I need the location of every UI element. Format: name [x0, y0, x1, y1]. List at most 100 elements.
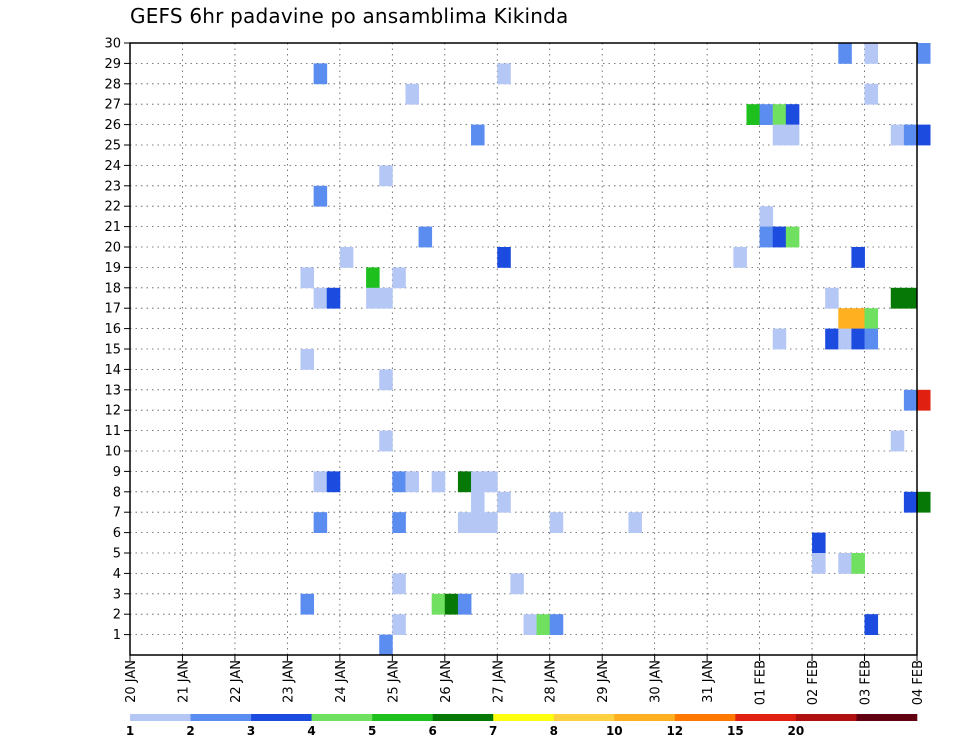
heatmap-cell [864, 308, 879, 329]
heatmap-cell [733, 247, 747, 268]
heatmap-cell [471, 491, 485, 513]
heatmap-cell [392, 267, 406, 289]
heatmap-cell [890, 287, 905, 309]
x-tick-label: 02 FEB [806, 660, 821, 705]
y-tick-label: 22 [104, 200, 121, 215]
heatmap-cell [392, 471, 406, 493]
heatmap-cell [903, 287, 918, 309]
heatmap-cell [444, 593, 459, 615]
y-tick-label: 18 [104, 281, 121, 296]
y-tick-label: 27 [104, 98, 121, 113]
x-tick-label: 03 FEB [859, 660, 874, 705]
y-tick-label: 12 [104, 404, 121, 419]
legend-swatch [856, 714, 918, 721]
x-tick-label: 31 JAN [701, 660, 716, 703]
legend-swatch [311, 714, 373, 721]
legend-swatch [493, 714, 555, 721]
heatmap-cell [851, 328, 865, 350]
y-tick-label: 21 [104, 220, 121, 235]
y-tick-label: 4 [113, 567, 121, 582]
y-tick-label: 26 [104, 118, 121, 133]
heatmap-cell [405, 471, 419, 493]
legend-swatch [432, 714, 494, 721]
y-tick-label: 19 [104, 261, 121, 276]
heatmap-cell [484, 512, 498, 533]
legend-swatch [614, 714, 676, 721]
heatmap-cell [772, 328, 787, 350]
y-tick-label: 9 [113, 465, 121, 480]
heatmap-cell [917, 43, 931, 64]
heatmap-cell [838, 308, 852, 329]
legend-swatch [251, 714, 312, 721]
legend-swatch [674, 714, 736, 721]
heatmap-cell [772, 124, 787, 146]
y-tick-label: 13 [104, 383, 121, 398]
heatmap-cell [549, 614, 564, 635]
legend-label: 4 [307, 724, 315, 738]
heatmap-cell [759, 206, 774, 227]
y-axis: 1234567891011121314151617181920212223242… [104, 37, 130, 643]
heatmap-cell [759, 104, 774, 125]
heatmap-cell [746, 104, 760, 125]
heatmap-cell [890, 430, 905, 452]
y-tick-label: 8 [113, 485, 121, 500]
heatmap-cell [313, 63, 328, 85]
heatmap-cell [392, 512, 406, 533]
heatmap-cell [903, 124, 918, 146]
legend-swatch [795, 714, 857, 721]
heatmap-cell [300, 349, 315, 370]
heatmap-cell [313, 185, 328, 207]
heatmap-cell [366, 267, 380, 289]
x-tick-label: 29 JAN [596, 660, 611, 703]
heatmap-cell [536, 614, 551, 635]
heatmap-cell [838, 328, 852, 350]
color-legend: 1 2 3 4 5 6 7 8 10 12 15 20 [126, 714, 918, 738]
heatmap-cell [379, 165, 393, 187]
heatmap-cell [392, 614, 406, 635]
y-tick-label: 15 [104, 343, 121, 358]
legend-swatch [190, 714, 252, 721]
heatmap-cell [851, 247, 865, 268]
heatmap-cell [379, 430, 393, 452]
heatmap-cell [812, 532, 826, 554]
heatmap-cell [772, 104, 787, 125]
heatmap-cell [313, 287, 328, 309]
heatmap-cells [300, 43, 931, 656]
heatmap-cell [471, 124, 485, 146]
x-tick-label: 27 JAN [491, 660, 506, 703]
x-tick-label: 24 JAN [334, 660, 349, 703]
heatmap-cell [379, 287, 393, 309]
y-tick-label: 23 [104, 179, 121, 194]
heatmap-cell [523, 614, 538, 635]
legend-label: 5 [368, 724, 376, 738]
heatmap-cell [903, 491, 918, 513]
heatmap-cell [471, 512, 485, 533]
x-tick-label: 23 JAN [281, 660, 296, 703]
heatmap-cell [628, 512, 642, 533]
heatmap-cell [917, 389, 931, 411]
y-tick-label: 3 [113, 587, 121, 602]
y-tick-label: 29 [104, 57, 121, 72]
heatmap-cell [326, 471, 341, 493]
y-tick-label: 24 [104, 159, 121, 174]
heatmap-cell [497, 491, 511, 513]
heatmap-cell [785, 124, 800, 146]
heatmap-cell [903, 389, 918, 411]
heatmap-cell [431, 471, 446, 493]
legend-label: 20 [788, 724, 805, 738]
legend-label: 2 [186, 724, 194, 738]
heatmap-cell [772, 226, 787, 248]
legend-label: 10 [606, 724, 623, 738]
heatmap-cell [313, 512, 328, 533]
y-tick-label: 17 [104, 302, 121, 317]
heatmap-cell [864, 43, 879, 64]
heatmap-cell [457, 512, 472, 533]
y-tick-label: 20 [104, 241, 121, 256]
y-tick-label: 5 [113, 547, 121, 562]
heatmap-cell [379, 369, 393, 391]
y-tick-label: 1 [113, 628, 121, 643]
heatmap-cell [890, 124, 905, 146]
legend-label: 8 [550, 724, 558, 738]
legend-swatch [553, 714, 615, 721]
